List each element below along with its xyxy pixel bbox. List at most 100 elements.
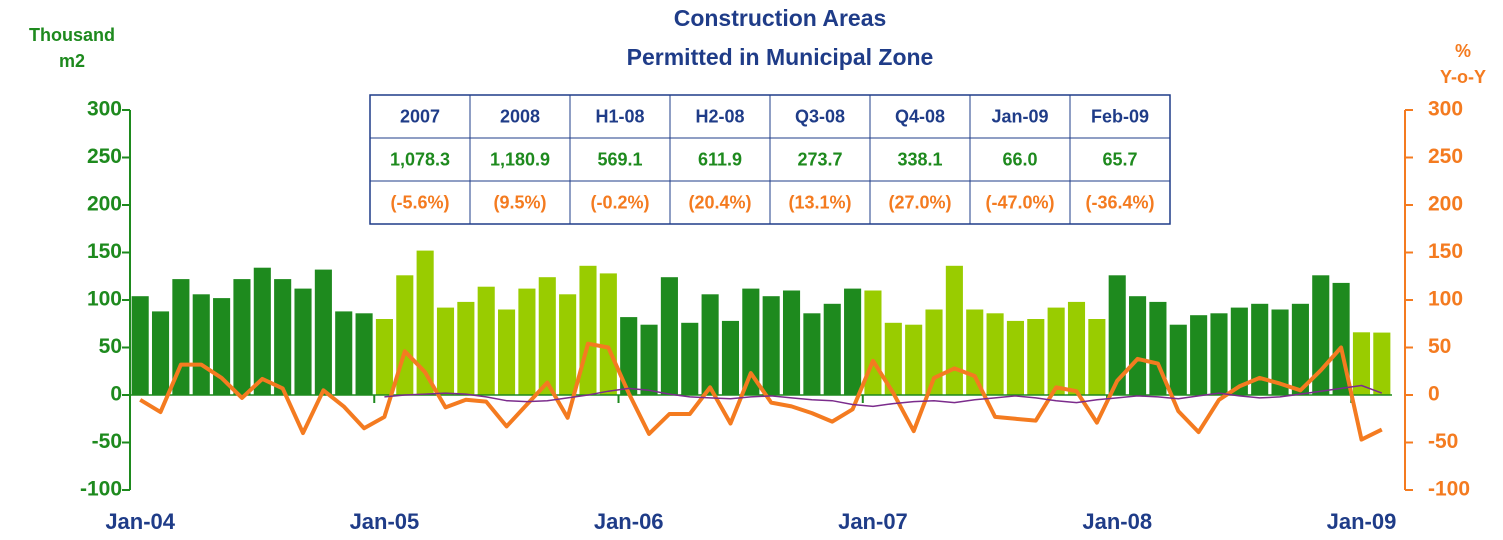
bar: [803, 313, 821, 395]
table-cell: 2008: [500, 106, 540, 126]
y2-axis-title: %: [1455, 41, 1471, 61]
bar: [1210, 313, 1228, 395]
bar: [884, 322, 902, 395]
y-tick-label: 100: [87, 288, 122, 311]
bar: [151, 311, 170, 395]
bar: [1271, 309, 1289, 395]
bar: [253, 267, 271, 395]
bar: [192, 294, 210, 395]
y-tick-label: 200: [87, 193, 122, 216]
y-tick-label: 0: [110, 383, 122, 406]
x-tick-label: Jan-04: [105, 509, 175, 534]
table-cell: H2-08: [695, 106, 744, 126]
y-axis-title: m2: [59, 51, 85, 71]
bar: [966, 309, 984, 395]
y-tick-label: -100: [80, 478, 122, 501]
table-cell: 2007: [400, 106, 440, 126]
line-series: [384, 384, 1383, 408]
x-tick-label: Jan-08: [1082, 509, 1152, 534]
y-tick-label: 300: [87, 98, 122, 121]
x-tick-label: Jan-09: [1327, 509, 1397, 534]
bar: [498, 309, 516, 395]
table-cell: (27.0%): [888, 192, 951, 212]
bar: [660, 277, 678, 395]
y-tick-label: 250: [87, 145, 122, 168]
bar: [1352, 332, 1371, 395]
table-cell: 569.1: [597, 149, 642, 169]
bar: [1067, 301, 1086, 395]
bar: [1190, 315, 1208, 395]
bar: [925, 309, 943, 395]
bar: [538, 277, 556, 395]
table-cell: 273.7: [797, 149, 842, 169]
bar: [477, 286, 495, 395]
y-tick-label: 50: [99, 335, 122, 358]
table-cell: 1,180.9: [490, 149, 550, 169]
bar: [314, 269, 332, 395]
table-cell: (20.4%): [688, 192, 751, 212]
table-cell: 1,078.3: [390, 149, 450, 169]
y2-tick-label: 250: [1428, 145, 1463, 168]
bar: [1373, 332, 1391, 395]
bar: [762, 296, 780, 395]
bar: [416, 250, 434, 395]
bar: [701, 294, 719, 395]
bar: [742, 288, 760, 395]
bar: [559, 294, 577, 395]
x-tick-label: Jan-05: [350, 509, 420, 534]
y2-tick-label: -100: [1428, 478, 1470, 501]
bar: [1230, 307, 1248, 395]
bar: [355, 313, 373, 395]
y2-tick-label: 50: [1428, 335, 1451, 358]
chart-title: Construction Areas: [674, 5, 887, 31]
table-cell: Jan-09: [991, 106, 1048, 126]
table-cell: Feb-09: [1091, 106, 1149, 126]
y2-axis-title: Y-o-Y: [1440, 67, 1486, 87]
bar: [782, 290, 801, 395]
table-cell: (-36.4%): [1085, 192, 1154, 212]
bar: [945, 265, 963, 395]
table-cell: 611.9: [698, 149, 742, 169]
y2-tick-label: 100: [1428, 288, 1463, 311]
bar: [1108, 275, 1126, 395]
x-tick-label: Jan-07: [838, 509, 908, 534]
y-axis-title: Thousand: [29, 25, 115, 45]
bar: [1251, 303, 1269, 395]
bar: [1088, 319, 1106, 395]
table-cell: (-5.6%): [390, 192, 449, 212]
bar: [457, 301, 475, 395]
table-cell: (13.1%): [788, 192, 851, 212]
x-tick-label: Jan-06: [594, 509, 664, 534]
bar: [1129, 296, 1147, 395]
bar: [1006, 320, 1024, 395]
bar: [620, 317, 638, 395]
bar: [274, 279, 292, 395]
bar: [335, 311, 353, 395]
bar: [131, 296, 149, 395]
table-cell: 65.7: [1102, 149, 1137, 169]
bar: [213, 298, 231, 395]
bar: [375, 319, 393, 395]
table-cell: H1-08: [595, 106, 644, 126]
table-cell: 338.1: [897, 149, 942, 169]
chart-title: Permitted in Municipal Zone: [627, 44, 934, 70]
bar: [1027, 319, 1045, 395]
bar: [1047, 307, 1065, 395]
bar: [599, 273, 617, 395]
bar: [681, 322, 699, 395]
table-cell: (9.5%): [493, 192, 546, 212]
bar: [905, 324, 923, 395]
bar: [823, 303, 841, 395]
bar: [1169, 324, 1187, 395]
y-tick-label: 150: [87, 240, 122, 263]
y2-tick-label: -50: [1428, 430, 1458, 453]
table-cell: Q4-08: [895, 106, 945, 126]
bar: [721, 320, 740, 395]
table-cell: (-47.0%): [985, 192, 1054, 212]
bar: [986, 313, 1004, 395]
table-cell: 66.0: [1002, 149, 1037, 169]
bar: [518, 288, 536, 395]
table-cell: (-0.2%): [590, 192, 649, 212]
y2-tick-label: 200: [1428, 193, 1463, 216]
